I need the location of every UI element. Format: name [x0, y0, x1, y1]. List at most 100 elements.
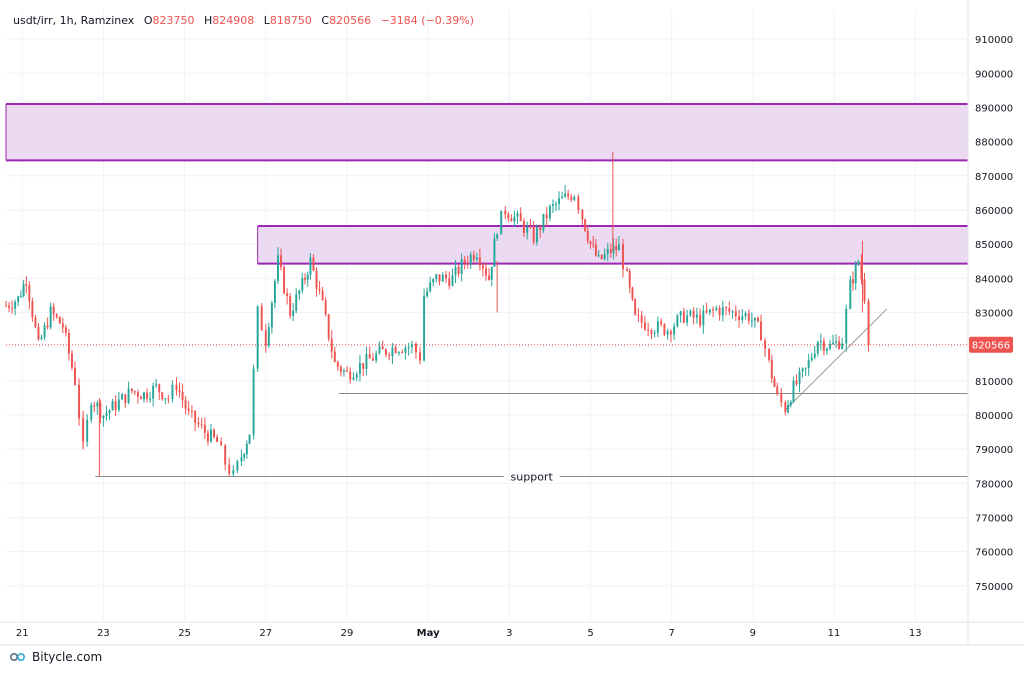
- candle-body: [70, 353, 73, 368]
- candle-body: [22, 284, 25, 297]
- candle-body: [149, 398, 152, 400]
- candle-body: [426, 291, 429, 296]
- candle-body: [653, 332, 656, 334]
- candle-body: [352, 377, 355, 380]
- candle-body: [117, 399, 120, 411]
- candle-body: [327, 314, 330, 339]
- open-label: O: [143, 14, 153, 27]
- candle-body: [394, 347, 397, 353]
- candle-body: [194, 410, 197, 423]
- candle-body: [507, 214, 510, 219]
- candle-body: [121, 394, 124, 400]
- candle-body: [792, 380, 795, 402]
- symbol-label: usdt/irr, 1h, Ramzinex: [13, 14, 135, 27]
- candle-body: [414, 343, 417, 353]
- candle-body: [695, 314, 698, 318]
- low-value: 818750: [269, 14, 312, 27]
- candle-body: [99, 402, 102, 419]
- candle-body: [220, 441, 223, 446]
- candle-body: [355, 374, 358, 378]
- candle-body: [232, 470, 235, 474]
- candle-body: [358, 363, 361, 375]
- candle-body: [852, 279, 854, 284]
- open-value: 823750: [152, 14, 195, 27]
- candle-body: [136, 392, 139, 397]
- candle-body: [522, 221, 525, 233]
- candle-body: [381, 346, 384, 350]
- candle-body: [637, 314, 640, 316]
- candle-body: [780, 393, 783, 403]
- candle-body: [240, 457, 243, 462]
- candle-body: [545, 213, 548, 219]
- y-tick-label: 840000: [975, 274, 1013, 285]
- candle-body: [248, 434, 251, 444]
- candle-body: [463, 259, 466, 263]
- last-price-label: 820566: [972, 341, 1010, 352]
- high-label: H: [203, 14, 213, 27]
- candle-body: [298, 290, 301, 295]
- candle-body: [31, 301, 34, 318]
- candle-body: [178, 390, 181, 392]
- candle-body: [682, 311, 685, 323]
- x-tick-label: 11: [828, 628, 841, 639]
- candle-body: [640, 315, 643, 323]
- candle-body: [770, 359, 773, 379]
- candle-body: [158, 384, 161, 393]
- candle-body: [603, 253, 606, 259]
- candle-body: [14, 301, 17, 309]
- candle-body: [25, 284, 28, 286]
- candle-body: [143, 392, 145, 400]
- candle-body: [612, 245, 615, 254]
- candle-body: [606, 249, 609, 254]
- candle-body: [756, 317, 759, 322]
- candle-body: [631, 287, 634, 300]
- candle-body: [496, 234, 499, 239]
- candle-body: [532, 226, 535, 243]
- close-label: C: [321, 14, 330, 27]
- candle-body: [666, 331, 669, 335]
- candle-body: [371, 358, 374, 361]
- candle-body: [260, 306, 263, 331]
- candle-body: [429, 282, 432, 292]
- candle-body: [190, 410, 193, 412]
- candle-body: [127, 388, 130, 403]
- candle-body: [243, 454, 246, 458]
- y-tick-label: 780000: [975, 479, 1013, 490]
- candle-body: [454, 266, 457, 276]
- candle-body: [577, 196, 580, 210]
- candle-body: [252, 368, 255, 435]
- change-value: −3184 (−0.39%): [380, 14, 475, 27]
- y-tick-label: 850000: [975, 240, 1013, 251]
- candle-body: [200, 424, 203, 426]
- candle-body: [594, 244, 597, 256]
- candle-body: [504, 210, 507, 215]
- x-tick-label: 5: [587, 628, 593, 639]
- candle-body: [228, 464, 231, 474]
- candle-body: [124, 394, 127, 403]
- candle-body: [863, 279, 866, 301]
- candle-body: [342, 370, 345, 372]
- candle-body: [213, 429, 216, 438]
- candle-body: [349, 371, 352, 380]
- candle-body: [362, 363, 365, 369]
- candle-body: [699, 314, 702, 326]
- candle-body: [513, 216, 516, 222]
- candle-body: [841, 343, 844, 349]
- grid-layer: [6, 10, 968, 620]
- candle-body: [500, 210, 503, 235]
- candle-body: [206, 432, 209, 442]
- rising-trend-line: [784, 308, 888, 411]
- candle-body: [689, 310, 692, 316]
- brand-footer[interactable]: Bitycle.com: [10, 650, 102, 664]
- candle-body: [466, 262, 469, 264]
- candle-body: [90, 405, 93, 420]
- candle-body: [692, 310, 695, 318]
- candle-body: [526, 226, 529, 233]
- candle-body: [860, 261, 863, 280]
- y-tick-label: 860000: [975, 206, 1013, 217]
- candle-body: [807, 360, 810, 368]
- candle-body: [5, 305, 7, 307]
- candle-body: [321, 290, 324, 301]
